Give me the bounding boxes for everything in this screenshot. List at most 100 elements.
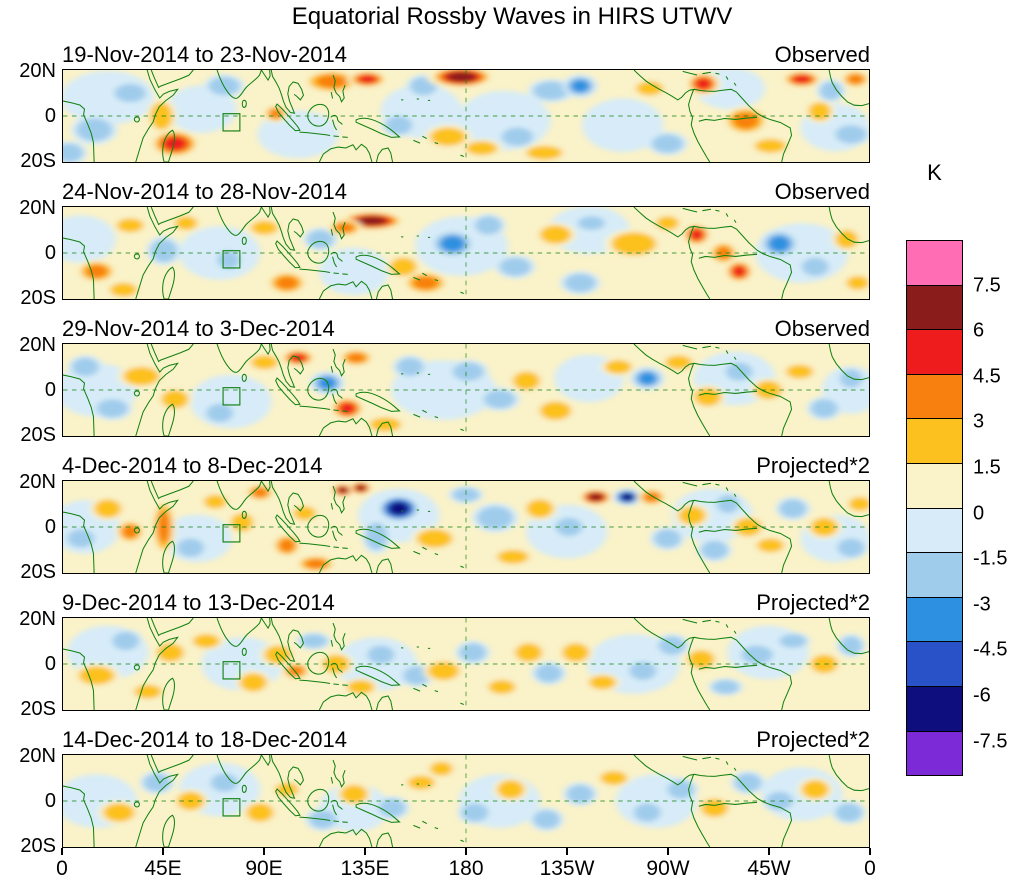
anomaly-contour xyxy=(588,493,604,501)
anomaly-contour xyxy=(741,645,773,664)
anomaly-contour xyxy=(430,127,466,146)
anomaly-contour xyxy=(123,367,160,386)
anomaly-contour xyxy=(337,487,348,494)
anomaly-contour xyxy=(589,675,617,690)
anomaly-contour xyxy=(667,780,695,799)
x-axis: 0 45E 90E 135E 180 135W 90W 45W 0 xyxy=(56,848,876,884)
y-axis-label-20n: 20N xyxy=(19,334,56,356)
map-frame: 20N 0 20S xyxy=(19,335,870,445)
colorbar-segment xyxy=(906,418,963,464)
anomaly-contour xyxy=(716,494,740,514)
x-axis-tick xyxy=(61,848,63,855)
x-axis-tick-label: 0 xyxy=(864,857,876,880)
panel-3-header: 29-Nov-2014 to 3-Dec-2014 Observed xyxy=(62,316,870,343)
x-axis-tick-label: 45E xyxy=(144,857,182,880)
colorbar-tick-label: 4.5 xyxy=(973,365,1001,388)
panel-1: 19-Nov-2014 to 23-Nov-2014 Observed 20N … xyxy=(19,42,870,171)
y-axis-label-20s: 20S xyxy=(20,424,56,446)
colorbar-segment xyxy=(906,462,963,509)
anomaly-contour xyxy=(695,78,712,90)
anomaly-contour xyxy=(315,75,348,88)
colorbar-tick-label: 7.5 xyxy=(973,274,1001,297)
anomaly-contour xyxy=(252,487,268,498)
anomaly-contour xyxy=(566,784,594,804)
anomaly-contour xyxy=(143,773,171,792)
anomaly-contour xyxy=(725,362,753,381)
anomaly-contour xyxy=(279,538,295,552)
colorbar-tick-label: -6 xyxy=(973,684,991,707)
y-axis-label-20s: 20S xyxy=(20,561,56,583)
region-box xyxy=(222,250,241,269)
y-axis-label-20s: 20S xyxy=(20,835,56,857)
colorbar-segment xyxy=(906,329,963,375)
anomaly-contour xyxy=(533,810,561,829)
anomaly-contour xyxy=(643,492,660,502)
colorbar-segment xyxy=(906,284,963,331)
anomaly-contour xyxy=(264,645,292,664)
x-axis-tick-label: 90E xyxy=(245,857,283,880)
anomaly-contour xyxy=(339,402,356,414)
anomaly-contour xyxy=(357,216,387,226)
anomaly-contour xyxy=(217,250,240,270)
anomaly-contour xyxy=(355,484,366,492)
anomaly-contour xyxy=(600,771,628,785)
anomaly-contour xyxy=(754,139,787,153)
anomaly-contour xyxy=(570,79,590,93)
y-axis-label-20s: 20S xyxy=(20,287,56,309)
panel-6: 14-Dec-2014 to 18-Dec-2014 Projected*2 2… xyxy=(19,727,870,856)
anomaly-contour xyxy=(604,360,632,374)
anomaly-contour xyxy=(658,636,686,655)
anomaly-contour xyxy=(134,684,162,699)
anomaly-contour xyxy=(96,399,128,418)
anomaly-contour xyxy=(633,803,661,822)
anomaly-contour xyxy=(477,506,514,530)
anomaly-contour xyxy=(637,372,657,385)
anomaly-contour xyxy=(654,529,681,548)
anomaly-field xyxy=(67,625,866,701)
anomaly-contour xyxy=(786,364,814,379)
anomaly-contour xyxy=(629,661,657,681)
anomaly-contour xyxy=(466,141,498,156)
anomaly-contour xyxy=(112,631,140,651)
anomaly-contour xyxy=(581,98,664,153)
panel-date-range: 9-Dec-2014 to 13-Dec-2014 xyxy=(62,590,335,615)
panel-source-label: Projected*2 xyxy=(756,453,870,478)
anomaly-contour xyxy=(847,74,864,85)
anomaly-contour xyxy=(335,222,355,233)
map-panel xyxy=(63,344,869,436)
anomaly-contour xyxy=(501,127,534,146)
panel-6-header: 14-Dec-2014 to 18-Dec-2014 Projected*2 xyxy=(62,727,870,754)
map-frame: 20N 0 20S xyxy=(19,746,870,856)
anomaly-contour xyxy=(656,216,679,230)
anomaly-contour xyxy=(246,803,274,822)
anomaly-contour xyxy=(365,522,388,550)
anomaly-contour xyxy=(319,247,389,296)
colorbar-tick-label: -3 xyxy=(973,593,991,616)
y-axis-label-0: 0 xyxy=(44,105,56,127)
anomaly-contour xyxy=(474,216,502,235)
anomaly-contour xyxy=(665,355,693,370)
anomaly-contour xyxy=(150,239,178,263)
map-frame: 20N 0 20S xyxy=(19,609,870,719)
panel-source-label: Projected*2 xyxy=(756,590,870,615)
anomaly-contour xyxy=(701,798,728,818)
anomaly-contour xyxy=(497,780,525,799)
anomaly-contour xyxy=(779,634,807,648)
anomaly-contour xyxy=(347,680,375,694)
anomaly-contour xyxy=(430,761,453,776)
colorbar-tick-label: -1.5 xyxy=(973,547,1008,570)
anomaly-contour xyxy=(288,666,304,676)
x-axis-tick xyxy=(263,848,265,855)
x-axis-tick xyxy=(869,848,871,855)
anomaly-contour xyxy=(440,235,466,252)
colorbar: 7.5 6 4.5 3 1.5 0 -1.5 -3 -4.5 -6 -7.5 xyxy=(906,240,1007,777)
anomaly-contour xyxy=(71,357,99,377)
panel-source-label: Observed xyxy=(774,179,870,204)
map-panel xyxy=(63,481,869,573)
colorbar-segment xyxy=(906,641,963,687)
colorbar-tick-label: 1.5 xyxy=(973,456,1001,479)
panel-source-label: Observed xyxy=(774,316,870,341)
anomaly-contour xyxy=(204,494,227,509)
map-frame: 20N 0 20S xyxy=(19,472,870,582)
anomaly-contour xyxy=(452,487,480,502)
